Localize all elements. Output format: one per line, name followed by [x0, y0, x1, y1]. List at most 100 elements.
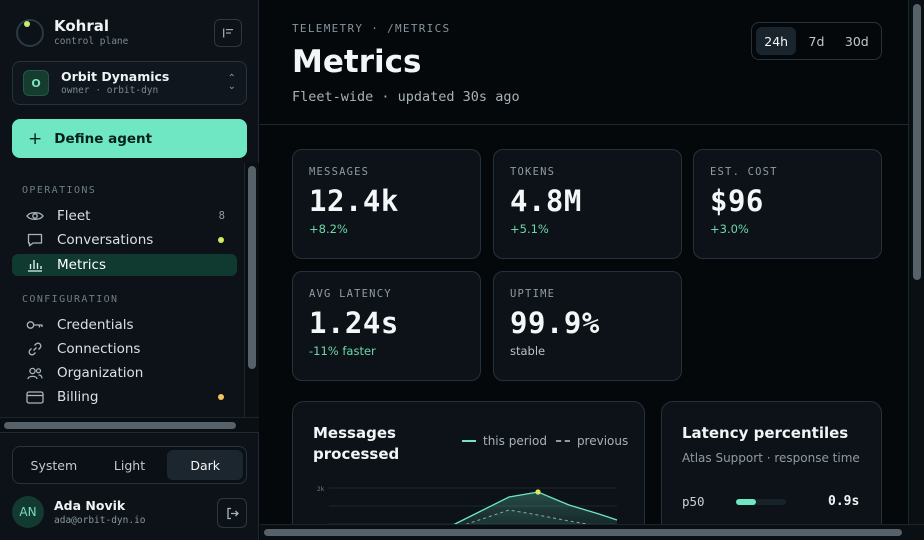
page-subtitle: Fleet-wide · updated 30s ago — [292, 89, 520, 105]
section-operations: OPERATIONS — [22, 185, 97, 196]
user-profile[interactable]: AN Ada Novik ada@orbit-dyn.io — [12, 496, 146, 528]
scrollbar-thumb[interactable] — [913, 4, 921, 280]
stat-label: UPTIME — [510, 288, 556, 300]
theme-option-light[interactable]: Light — [113, 457, 146, 473]
eye-icon — [26, 210, 44, 222]
legend-label-current: this period — [483, 434, 547, 448]
stat-delta: -11% faster — [309, 344, 376, 358]
sidebar-item-label: Billing — [57, 389, 99, 405]
sidebar-toggle-icon — [223, 28, 233, 38]
theme-option-dark[interactable]: Dark — [167, 450, 244, 480]
panel-title: Latency percentiles — [682, 424, 849, 442]
main-vertical-scrollbar[interactable] — [908, 0, 924, 524]
percentile-label: p50 — [682, 494, 705, 509]
range-option-7d[interactable]: 7d — [808, 33, 825, 49]
scrollbar-thumb[interactable] — [248, 166, 256, 369]
define-agent-label: Define agent — [54, 130, 153, 147]
scrollbar-thumb[interactable] — [264, 529, 902, 536]
org-switcher[interactable]: O Orbit Dynamics owner · orbit-dyn ⌃ ⌄ — [12, 61, 247, 105]
scrollbar-thumb[interactable] — [4, 422, 236, 429]
messages-processed-panel: Messages processed this period previous … — [292, 401, 645, 540]
stat-label: AVG LATENCY — [309, 288, 392, 300]
stat-delta: stable — [510, 344, 546, 358]
logout-button[interactable] — [217, 498, 247, 528]
section-configuration: CONFIGURATION — [22, 294, 119, 305]
user-name: Ada Novik — [54, 497, 126, 513]
panel-subtitle: Atlas Support · response time — [682, 451, 860, 465]
range-option-30d[interactable]: 30d — [844, 33, 869, 49]
time-range-selector: 24h 7d 30d — [751, 22, 882, 60]
sidebar: Kohral control plane O Orbit Dynamics ow… — [0, 0, 259, 540]
main-horizontal-scrollbar[interactable] — [260, 524, 924, 540]
sidebar-vertical-scrollbar[interactable] — [244, 163, 259, 417]
stat-card-latency: AVG LATENCY 1.24s -11% faster — [292, 271, 481, 381]
brand-name: Kohral — [54, 17, 110, 35]
stat-label: TOKENS — [510, 166, 556, 178]
theme-option-system[interactable]: System — [30, 457, 78, 473]
header-divider — [260, 124, 908, 125]
stat-delta: +3.0% — [710, 222, 749, 236]
sidebar-item-credentials[interactable]: Credentials — [12, 314, 237, 336]
main-content: TELEMETRY · /METRICS Metrics Fleet-wide … — [260, 0, 924, 540]
latency-percentiles-panel: Latency percentiles Atlas Support · resp… — [661, 401, 882, 540]
stat-card-cost: EST. COST $96 +3.0% — [693, 149, 882, 259]
org-name: Orbit Dynamics — [61, 69, 170, 84]
stat-card-tokens: TOKENS 4.8M +5.1% — [493, 149, 682, 259]
link-icon — [26, 342, 44, 356]
sidebar-item-billing[interactable]: Billing — [12, 386, 237, 408]
sidebar-item-organization[interactable]: Organization — [12, 362, 237, 384]
collapse-sidebar-button[interactable] — [214, 19, 242, 47]
stat-value: 1.24s — [309, 306, 399, 340]
chevron-updown-icon: ⌃ ⌄ — [227, 73, 236, 92]
brand-subtitle: control plane — [54, 36, 129, 47]
avatar: AN — [12, 496, 44, 528]
sidebar-item-fleet[interactable]: Fleet 8 — [12, 205, 237, 227]
percentile-value: 0.9s — [828, 494, 860, 509]
org-avatar: O — [23, 70, 49, 96]
stat-value: 12.4k — [309, 184, 399, 218]
chart-legend: this period previous — [462, 434, 628, 448]
sidebar-item-label: Credentials — [57, 317, 134, 333]
bar-chart-icon — [26, 258, 44, 272]
plus-icon: + — [28, 128, 43, 149]
stat-card-messages: MESSAGES 12.4k +8.2% — [292, 149, 481, 259]
sidebar-item-metrics[interactable]: Metrics — [12, 254, 237, 276]
logout-icon — [226, 507, 239, 519]
logo-icon — [16, 19, 44, 47]
sidebar-item-label: Metrics — [57, 257, 107, 273]
sidebar-horizontal-scrollbar[interactable] — [0, 417, 259, 433]
percentile-bar-fill — [736, 498, 756, 505]
panel-title-line: processed — [313, 445, 400, 463]
unread-dot-icon — [218, 237, 224, 243]
stat-delta: +8.2% — [309, 222, 348, 236]
stat-label: MESSAGES — [309, 166, 370, 178]
range-option-24h[interactable]: 24h — [756, 27, 797, 55]
sidebar-item-label: Connections — [57, 341, 141, 357]
define-agent-button[interactable]: + Define agent — [12, 119, 247, 158]
percentile-bar — [736, 498, 786, 505]
y-tick-label: 2k — [317, 486, 325, 493]
brand[interactable]: Kohral control plane — [16, 18, 128, 48]
panel-title-line: Messages — [313, 424, 396, 442]
card-icon — [26, 390, 44, 404]
key-icon — [26, 320, 44, 330]
sidebar-item-label: Fleet — [57, 208, 91, 224]
percentile-row-p50: p50 0.9s — [682, 494, 859, 509]
stat-value: 4.8M — [510, 184, 582, 218]
sidebar-item-connections[interactable]: Connections — [12, 338, 237, 360]
peak-point[interactable] — [535, 489, 541, 495]
sidebar-nav: OPERATIONS Fleet 8 Conversations Metrics… — [0, 163, 244, 417]
fleet-count-badge: 8 — [218, 210, 225, 222]
stat-delta: +5.1% — [510, 222, 549, 236]
breadcrumb: TELEMETRY · /METRICS — [292, 22, 451, 35]
stat-value: $96 — [710, 184, 764, 218]
panel-title: Messages processed — [313, 423, 399, 465]
billing-alert-dot-icon — [218, 394, 224, 400]
sidebar-item-conversations[interactable]: Conversations — [12, 229, 237, 251]
theme-switcher: System Light Dark — [12, 446, 247, 484]
users-icon — [26, 367, 44, 380]
legend-label-previous: previous — [576, 434, 629, 448]
org-subtitle: owner · orbit-dyn — [61, 85, 159, 96]
stat-value: 99.9% — [510, 306, 600, 340]
sidebar-item-label: Conversations — [57, 232, 154, 248]
